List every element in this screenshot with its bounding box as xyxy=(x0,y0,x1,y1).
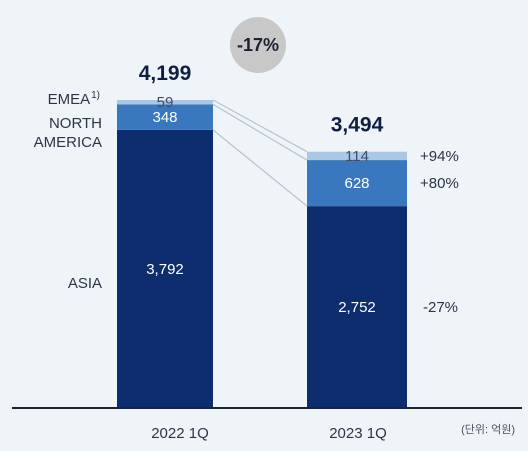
series-label-north-america-line2: AMERICA xyxy=(34,134,102,151)
bar-emea-2023-1q xyxy=(307,151,407,161)
category-label-2022-1q: 2022 1Q xyxy=(151,425,209,442)
change-label-asia: -27% xyxy=(423,299,458,316)
bar-north-america-2023-1q xyxy=(307,160,407,207)
value-label-asia-2023-1q: 2,752 xyxy=(338,299,376,316)
value-label-north-america-2022-1q: 348 xyxy=(152,109,177,126)
bar-asia-2023-1q xyxy=(307,206,407,408)
unit-note: (단위: 억원) xyxy=(461,423,515,436)
connector-line-2 xyxy=(212,103,308,161)
series-label-north-america-line1: NORTH xyxy=(49,115,102,132)
value-label-asia-2022-1q: 3,792 xyxy=(146,261,184,278)
change-label-emea: +94% xyxy=(420,148,459,165)
category-label-2023-1q: 2023 1Q xyxy=(329,425,387,442)
value-label-emea-2022-1q: 59 xyxy=(157,94,174,111)
series-label-emea: EMEA1) xyxy=(48,90,100,108)
bar-emea-2022-1q xyxy=(117,100,213,105)
total-label-2022-1q: 4,199 xyxy=(139,62,192,85)
bar-north-america-2022-1q xyxy=(117,104,213,130)
value-label-north-america-2023-1q: 628 xyxy=(344,175,369,192)
value-label-emea-2023-1q: 114 xyxy=(345,148,369,165)
change-label-north-america: +80% xyxy=(420,175,459,192)
total-change-badge xyxy=(230,17,286,73)
series-label-asia: ASIA xyxy=(68,275,102,292)
total-label-2023-1q: 3,494 xyxy=(331,114,384,137)
bar-asia-2022-1q xyxy=(117,129,213,409)
total-change-label: -17% xyxy=(237,35,279,55)
connector-line-1 xyxy=(212,99,308,153)
connector-line-3 xyxy=(212,129,308,207)
